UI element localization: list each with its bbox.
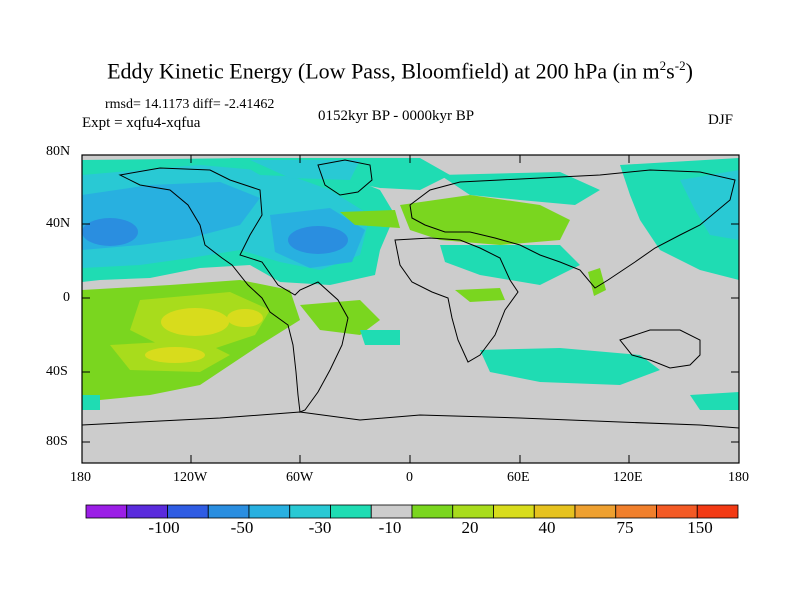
anomaly-core-spac3 — [145, 347, 205, 363]
colorbar-swatch — [207, 504, 250, 519]
colorbar-swatch — [656, 504, 698, 519]
lon-tick-0: 180 — [70, 470, 91, 485]
colorbar-label-7: 150 — [687, 518, 713, 537]
period-text: 0152kyr BP - 0000kyr BP — [318, 108, 475, 124]
anomaly-region-spac-east — [690, 392, 739, 410]
lon-tick-5: 120E — [613, 470, 643, 485]
anomaly-region-southern — [82, 395, 100, 410]
chart-title: Eddy Kinetic Energy (Low Pass, Bloomfiel… — [0, 58, 800, 84]
axis-ticks — [81, 154, 740, 463]
colorbar-label-5: 40 — [538, 518, 556, 537]
season-text: DJF — [708, 112, 734, 128]
title-sup-2: -2 — [674, 58, 686, 73]
colorbar-swatch — [533, 504, 576, 519]
title-end: ) — [685, 58, 693, 84]
colorbar-label-3: -10 — [378, 518, 402, 537]
colorbar-label-4: 20 — [461, 518, 479, 537]
anomaly-core-natl — [288, 226, 348, 254]
lat-tick-4: 80S — [46, 434, 68, 449]
lat-tick-3: 40S — [46, 364, 68, 379]
anomaly-core-spac — [161, 308, 229, 336]
colorbar-label-0: -100 — [148, 518, 180, 537]
expt-text: Expt = xqfu4-xqfua — [82, 115, 201, 131]
map-field — [82, 155, 739, 463]
lat-tick-2: 0 — [63, 290, 70, 305]
stats-text: rmsd= 14.1173 diff= -2.41462 — [105, 97, 275, 112]
colorbar-swatch — [370, 504, 413, 519]
lat-tick-1: 40N — [46, 216, 71, 231]
lon-tick-1: 120W — [173, 470, 208, 485]
coastlines — [82, 159, 739, 429]
anomaly-region-satl — [360, 330, 400, 345]
colorbar-swatch — [574, 504, 617, 519]
anomaly-core-npac — [82, 218, 138, 246]
lat-tick-0: 80N — [46, 144, 71, 159]
anomaly-region-arctic-blue — [250, 160, 360, 180]
anomaly-region-africa — [455, 288, 505, 302]
anomaly-region-mideast — [440, 245, 580, 285]
colorbar-swatch — [167, 504, 209, 519]
anomaly-core-spac2 — [227, 309, 263, 327]
colorbar-swatch — [248, 504, 291, 519]
title-mid: s — [666, 58, 675, 84]
colorbar-label-6: 75 — [616, 518, 634, 537]
colorbar — [85, 504, 739, 519]
anomaly-region-southam — [300, 300, 380, 335]
colorbar-label-2: -30 — [308, 518, 332, 537]
anomaly-region-europe — [400, 195, 570, 245]
colorbar-swatch — [85, 504, 128, 519]
colorbar-swatch — [330, 504, 372, 519]
colorbar-swatch — [696, 504, 739, 519]
anomaly-region-natl-green — [340, 210, 400, 228]
lon-tick-4: 60E — [507, 470, 530, 485]
colorbar-swatch — [411, 504, 454, 519]
colorbar-swatch — [289, 504, 331, 519]
colorbar-label-1: -50 — [230, 518, 254, 537]
title-main: Eddy Kinetic Energy (Low Pass, Bloomfiel… — [107, 58, 660, 84]
lon-tick-2: 60W — [286, 470, 314, 485]
lon-tick-6: 180 — [728, 470, 749, 485]
title-sup-1: 2 — [659, 58, 667, 73]
colorbar-swatch — [493, 504, 535, 519]
colorbar-swatch — [615, 504, 657, 519]
anomaly-region-nasia — [440, 172, 600, 205]
anomaly-region-npac-east-blue — [680, 170, 739, 240]
anomaly-region-indian — [588, 268, 606, 296]
lon-tick-3: 0 — [406, 470, 413, 485]
anomaly-region-sindian — [480, 348, 660, 385]
colorbar-swatch — [126, 504, 168, 519]
colorbar-swatch — [452, 504, 494, 519]
